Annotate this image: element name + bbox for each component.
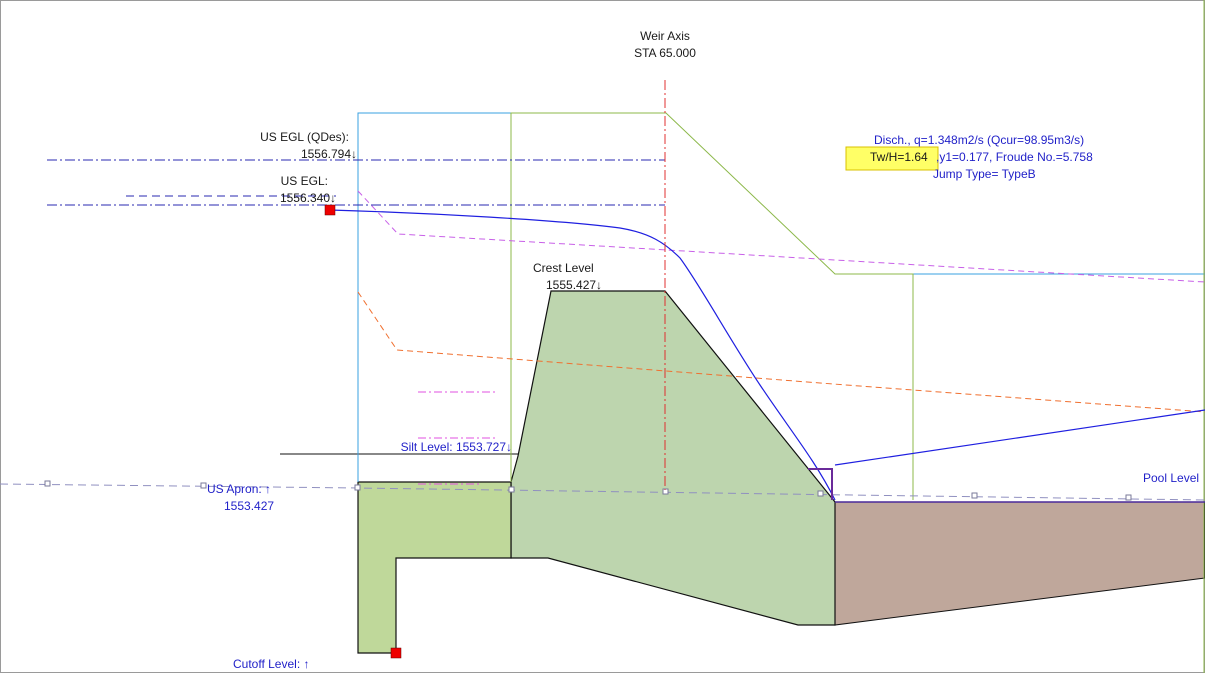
reference-marker[interactable]: [354, 484, 361, 491]
orange-dashed-line: [357, 291, 1205, 413]
pool-level-label: Pool Level: [1143, 471, 1199, 485]
reference-marker[interactable]: [1125, 494, 1132, 501]
hydraulic-jump-marker: [808, 468, 833, 500]
us-egl-qdes-label: US EGL (QDes):: [260, 130, 349, 144]
green-envelope-line: [510, 112, 914, 500]
twh-highlight-box: [845, 146, 939, 171]
jump-type-label: Jump Type= TypeB: [933, 167, 1036, 181]
water-surface-profile: [329, 209, 836, 501]
crest-level-label: Crest Level: [533, 261, 594, 275]
reference-marker[interactable]: [971, 492, 978, 499]
silt-level-label: Silt Level: 1553.727↓: [401, 440, 512, 454]
us-egl-qdes-value: 1556.794↓: [301, 147, 357, 161]
upstream-apron-cutoff: [357, 481, 512, 654]
us-egl-value: 1556.340↓: [280, 191, 336, 205]
cutoff-level-label: Cutoff Level: ↑: [233, 657, 310, 671]
reference-markers: [44, 480, 1132, 501]
weir-body: [510, 290, 836, 626]
downstream-water-line: [834, 409, 1205, 466]
us-apron-value: 1553.427: [224, 499, 274, 513]
upstream-cyan-boundary: [357, 112, 511, 482]
crest-level-value: 1555.427↓: [546, 278, 602, 292]
reference-marker[interactable]: [817, 490, 824, 497]
us-egl-label: US EGL:: [281, 174, 328, 188]
discharge-label: Disch., q=1.348m2/s (Qcur=98.95m3/s): [874, 133, 1084, 147]
weir-axis-station: STA 65.000: [634, 46, 696, 60]
cutoff-grip-handle[interactable]: [390, 647, 402, 659]
downstream-soil: [834, 501, 1205, 626]
froude-label: ,y1=0.177, Froude No.=5.758: [936, 150, 1093, 164]
reference-marker[interactable]: [508, 486, 515, 493]
weir-axis-label: Weir Axis: [640, 29, 690, 43]
egl-grip-handle[interactable]: [324, 204, 336, 216]
us-apron-label: US Apron: ↑: [207, 482, 271, 496]
reference-marker[interactable]: [200, 482, 207, 489]
twh-label: Tw/H=1.64: [870, 150, 928, 164]
reference-marker[interactable]: [44, 480, 51, 487]
